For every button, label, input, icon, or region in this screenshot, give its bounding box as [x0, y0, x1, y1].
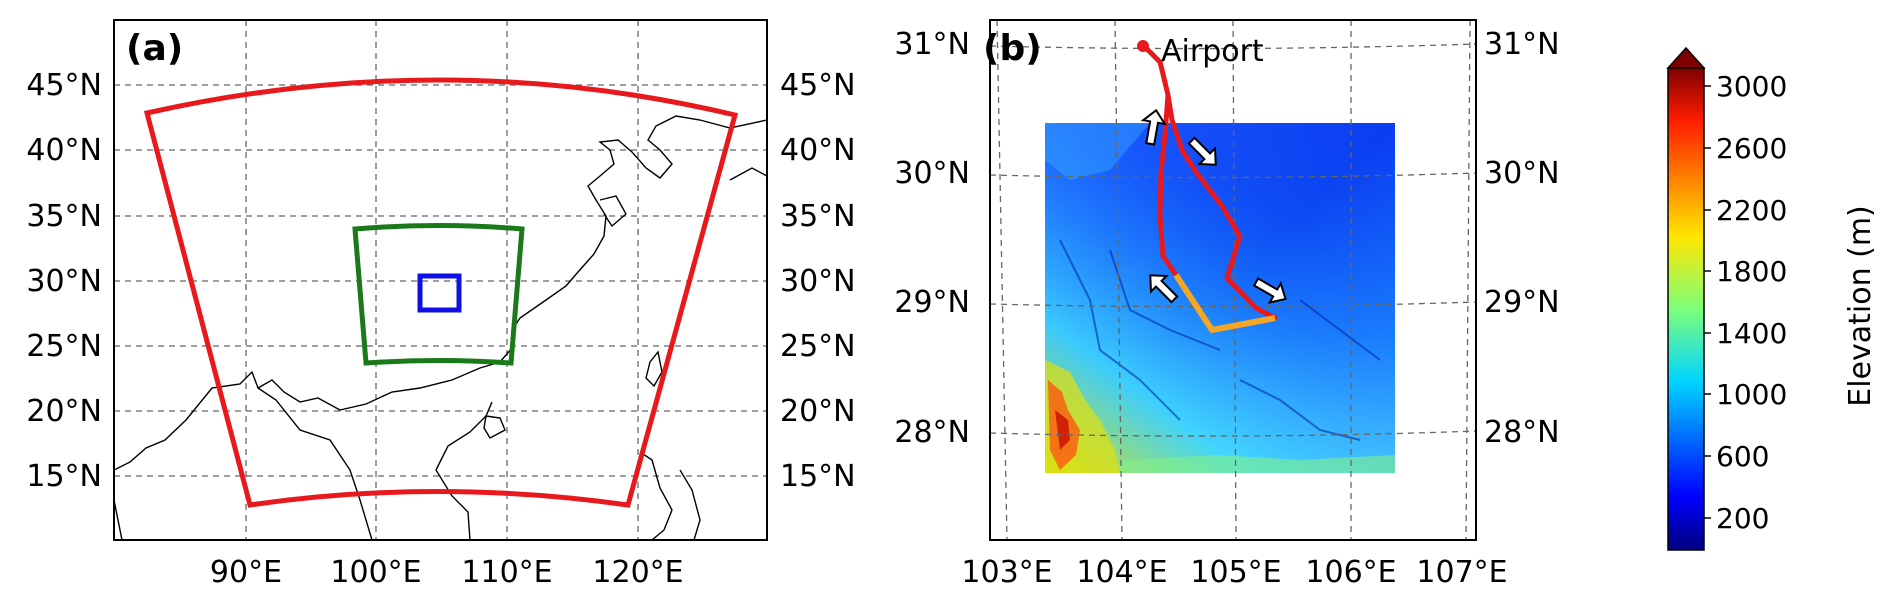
arrow-down-right-icon: [1187, 136, 1217, 166]
panel-a: (a) 45°N 40°N 35°N 30°N 25°N 20°N 15°N 4…: [26, 19, 856, 590]
flight-track-outbound: [1140, 43, 1278, 321]
colorbar-ramp: [1667, 67, 1705, 551]
panel-a-map: [114, 20, 767, 540]
panel-b-lon-106: 106°E: [1305, 555, 1396, 590]
airport-label: Airport: [1161, 34, 1264, 69]
inner-domain: [417, 273, 462, 313]
panel-b-frame: [989, 19, 1477, 541]
panel-a-lon-ticks: 90°E 100°E 110°E 120°E: [210, 555, 684, 590]
panel-a-lat-right-35: 35°N: [780, 199, 856, 234]
outer-domain: [143, 77, 739, 508]
arrow-up-icon: [1140, 108, 1167, 146]
colorbar-tick-1400: 1400: [1716, 317, 1787, 350]
colorbar-tick-2200: 2200: [1716, 194, 1787, 227]
panel-b-left-lat-ticks: 31°N 30°N 29°N 28°N: [894, 27, 970, 450]
colorbar: 3000 2600 2200 1800 1400 1000 600 200 El…: [1666, 46, 1878, 551]
terrain-raster: [1045, 123, 1395, 473]
panel-b-gridlines: [990, 20, 1476, 540]
panel-a-lat-right-20: 20°N: [780, 394, 856, 429]
panel-b-lat-right-29: 29°N: [1484, 285, 1560, 320]
panel-a-lon-90: 90°E: [210, 555, 282, 590]
panel-b-lat-left-28: 28°N: [894, 415, 970, 450]
panel-a-lat-right-25: 25°N: [780, 329, 856, 364]
arrow-up-left-icon: [1149, 274, 1179, 304]
panel-b: Airport (b) 31°N 30°N 29°N 28°N 31°N 30°…: [894, 19, 1560, 590]
panel-a-lon-120: 120°E: [592, 555, 683, 590]
panel-a-right-lat-ticks: 45°N 40°N 35°N 30°N 25°N 20°N 15°N: [780, 68, 856, 494]
colorbar-extend-triangle: [1666, 46, 1706, 69]
colorbar-tick-1000: 1000: [1716, 378, 1787, 411]
panel-a-lat-left-15: 15°N: [26, 459, 102, 494]
panel-b-lat-left-29: 29°N: [894, 285, 970, 320]
panel-a-lat-left-45: 45°N: [26, 68, 102, 103]
panel-a-lat-left-25: 25°N: [26, 329, 102, 364]
panel-b-lat-right-28: 28°N: [1484, 415, 1560, 450]
colorbar-tick-600: 600: [1716, 440, 1769, 473]
colorbar-tick-3000: 3000: [1716, 70, 1787, 103]
direction-arrows: [1140, 108, 1287, 304]
panel-b-map: Airport: [990, 20, 1476, 540]
panel-a-lat-left-40: 40°N: [26, 133, 102, 168]
arrow-right-icon: [1252, 277, 1287, 304]
panel-a-label: (a): [126, 28, 183, 69]
panel-b-lon-103: 103°E: [961, 555, 1052, 590]
panel-a-lat-right-15: 15°N: [780, 459, 856, 494]
panel-a-lat-left-30: 30°N: [26, 264, 102, 299]
panel-b-lat-left-30: 30°N: [894, 156, 970, 191]
panel-a-frame: [113, 19, 768, 541]
panel-b-lon-ticks: 103°E 104°E 105°E 106°E 107°E: [961, 555, 1507, 590]
airport-marker: [1137, 40, 1149, 52]
colorbar-label: Elevation (m): [1843, 205, 1878, 407]
colorbar-tick-marks: [1704, 85, 1711, 519]
colorbar-tick-2600: 2600: [1716, 132, 1787, 165]
panel-a-lat-left-35: 35°N: [26, 199, 102, 234]
panel-a-lon-110: 110°E: [461, 555, 552, 590]
colorbar-tick-1800: 1800: [1716, 255, 1787, 288]
middle-domain: [352, 223, 525, 366]
panel-b-lon-104: 104°E: [1076, 555, 1167, 590]
panel-b-label: (b): [983, 28, 1042, 69]
colorbar-tick-200: 200: [1716, 502, 1769, 535]
panel-b-lat-left-31: 31°N: [894, 27, 970, 62]
panel-b-lon-105: 105°E: [1190, 555, 1281, 590]
flight-track-return: [1157, 94, 1179, 277]
panel-b-lat-right-31: 31°N: [1484, 27, 1560, 62]
panel-a-lat-left-20: 20°N: [26, 394, 102, 429]
panel-a-lat-right-40: 40°N: [780, 133, 856, 168]
panel-b-lat-right-30: 30°N: [1484, 156, 1560, 191]
panel-a-lat-right-45: 45°N: [780, 68, 856, 103]
panel-a-gridlines: [114, 20, 767, 540]
flight-track-segment: [1173, 273, 1276, 333]
panel-b-lon-107: 107°E: [1416, 555, 1507, 590]
panel-a-lon-100: 100°E: [330, 555, 421, 590]
panel-a-left-lat-ticks: 45°N 40°N 35°N 30°N 25°N 20°N 15°N: [26, 68, 102, 494]
colorbar-tick-labels: 3000 2600 2200 1800 1400 1000 600 200: [1716, 70, 1787, 535]
panel-a-coastlines: [114, 115, 767, 540]
panel-b-right-lat-ticks: 31°N 30°N 29°N 28°N: [1484, 27, 1560, 450]
panel-a-background: [114, 20, 767, 540]
panel-a-lat-right-30: 30°N: [780, 264, 856, 299]
